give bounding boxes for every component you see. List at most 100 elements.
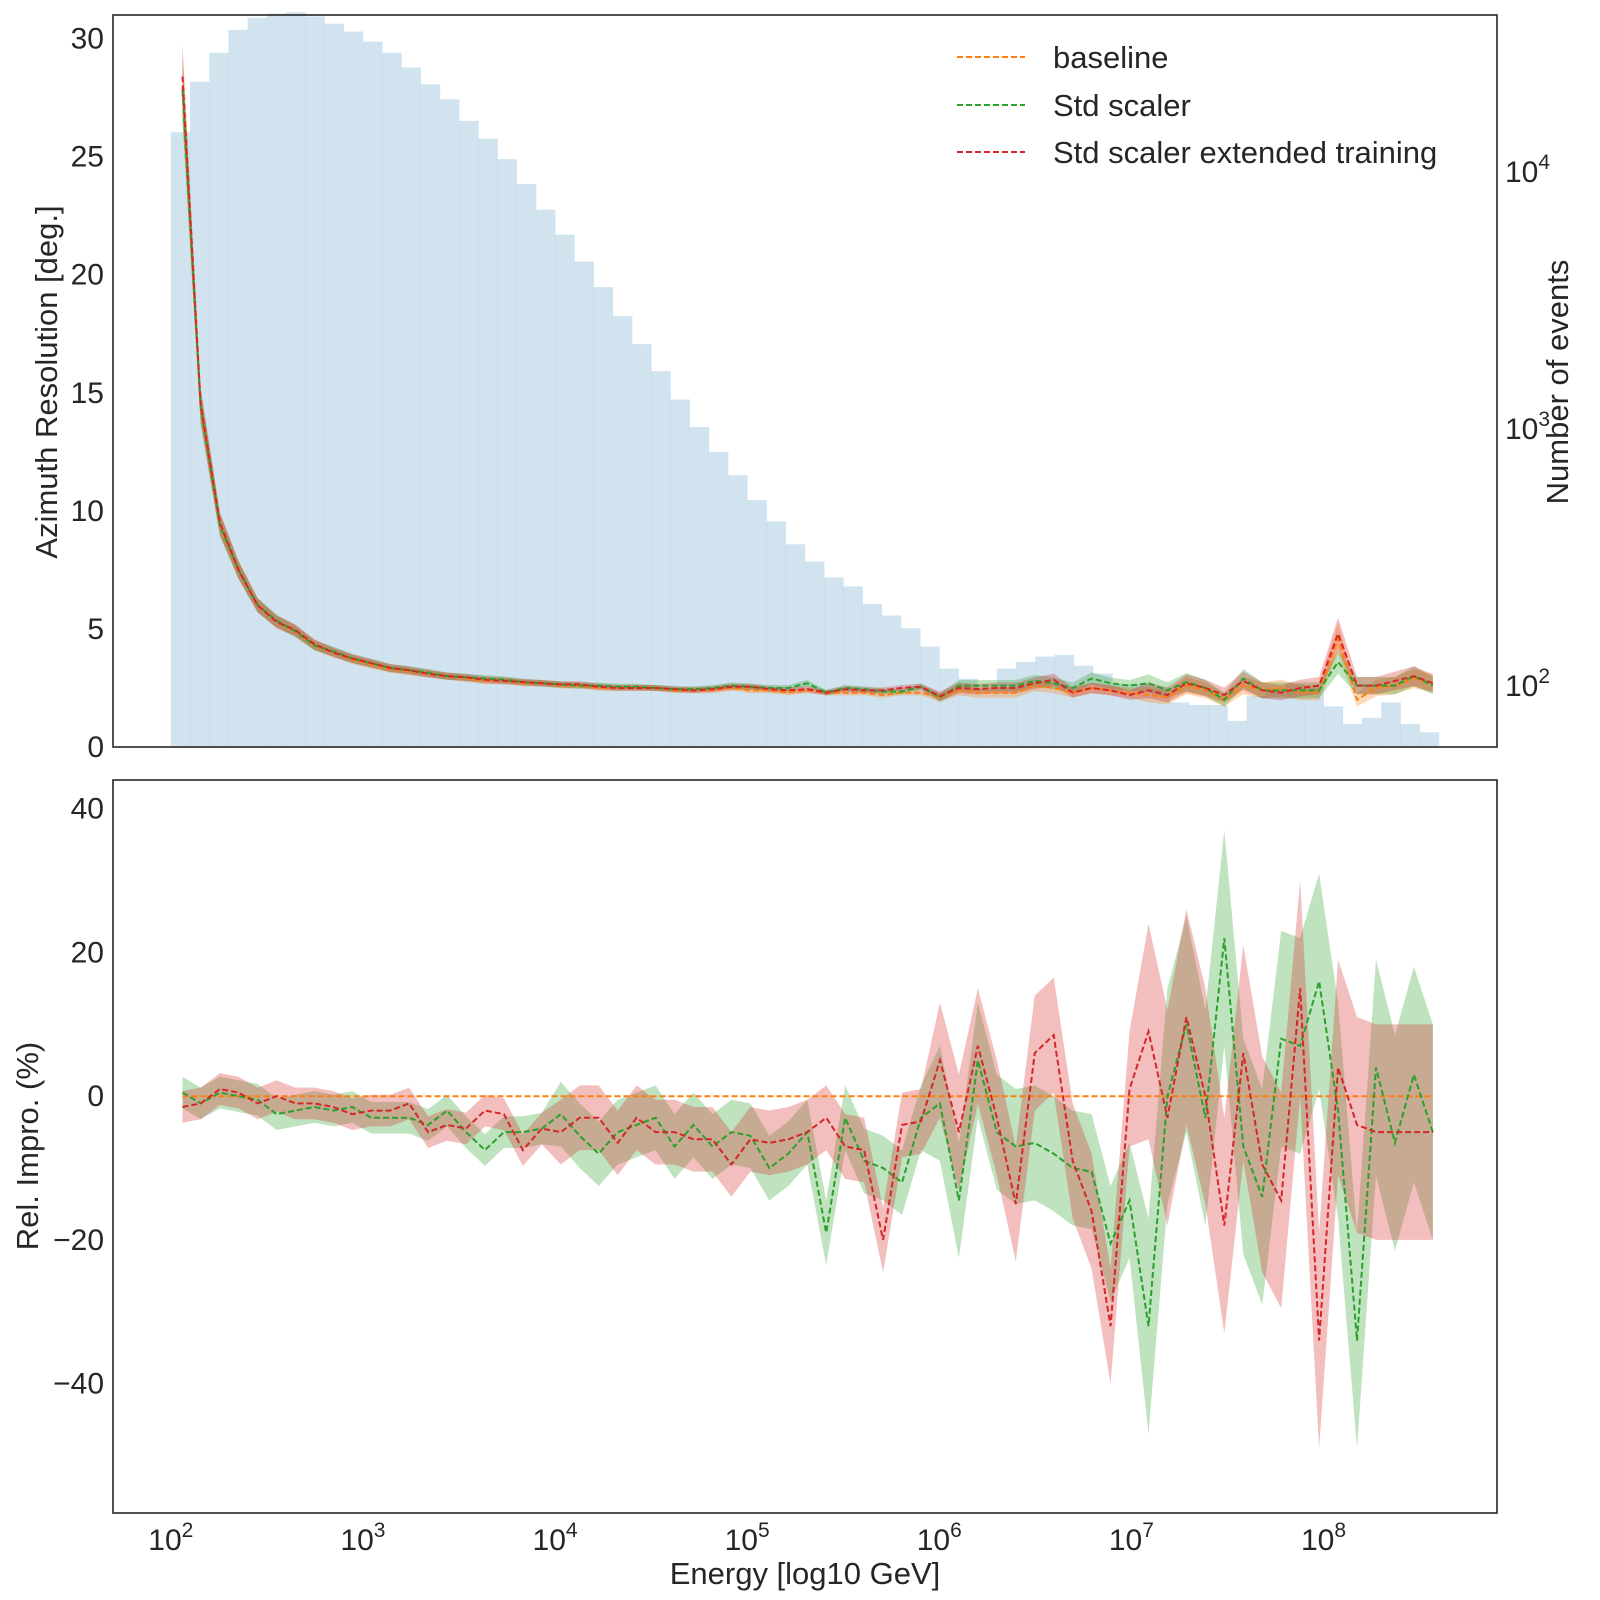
- histogram-bar: [1016, 662, 1036, 747]
- histogram-bar: [631, 344, 652, 747]
- histogram-bar: [1285, 684, 1305, 747]
- histogram-bar: [1073, 665, 1094, 747]
- histogram-bar: [1150, 686, 1171, 747]
- histogram-bar: [497, 159, 518, 747]
- histogram-bar: [228, 29, 249, 748]
- histogram-bar: [958, 678, 979, 747]
- histogram-bar: [1400, 724, 1420, 747]
- bottom-y-tick-label: 0: [87, 1080, 104, 1113]
- top-y-tick-label: 25: [71, 141, 104, 174]
- histogram-bar: [1342, 724, 1363, 747]
- histogram-bar: [708, 451, 729, 747]
- histogram-bar: [804, 561, 825, 747]
- bottom-line-ext: [182, 988, 1433, 1341]
- histogram-bar: [247, 17, 268, 747]
- histogram-bar: [190, 81, 210, 748]
- top-panel: 0 5 10 15 20 25 30 102 103 104 Azimuth Resolutio…: [29, 12, 1575, 764]
- histogram-bar: [977, 689, 998, 747]
- top-plot-frame: [112, 14, 1498, 748]
- histogram-bar: [459, 120, 479, 748]
- histogram-bar: [785, 544, 806, 747]
- x-tick-label: 108: [1301, 1519, 1346, 1557]
- histogram-bar: [209, 52, 229, 748]
- histogram-bar: [670, 399, 690, 747]
- histogram-bar: [920, 646, 940, 747]
- top-line-baseline: [181, 85, 1434, 702]
- histogram-bar: [1208, 705, 1228, 747]
- histogram-bar: [1169, 702, 1190, 747]
- top-y-tick-label: 0: [87, 731, 104, 764]
- bottom-y-ticks: −40 −20 0 20 40: [53, 793, 104, 1401]
- bottom-plot-frame: [112, 779, 1498, 1514]
- right-y-ticks: 102 103 104: [1505, 151, 1550, 703]
- histogram-bar: [420, 84, 441, 748]
- histogram-bar: [1323, 706, 1344, 747]
- histogram-bar: [555, 234, 575, 747]
- histogram-bar: [305, 16, 325, 748]
- histogram-bar: [362, 41, 383, 748]
- histogram-bar: [1361, 717, 1382, 747]
- histogram-bar: [401, 67, 421, 747]
- x-axis-label: Energy [log10 GeV]: [670, 1556, 941, 1591]
- histogram-bar: [766, 521, 786, 747]
- histogram-bar: [324, 23, 345, 747]
- x-tick-label: 102: [148, 1519, 193, 1557]
- legend-label-std-scaler: Std scaler: [1053, 88, 1191, 123]
- histogram-bar: [1054, 654, 1075, 747]
- top-y-axis-label: Azimuth Resolution [deg.]: [29, 205, 64, 558]
- histogram-bar: [593, 287, 614, 747]
- histogram-bar: [1265, 689, 1286, 747]
- top-y-tick-label: 20: [71, 259, 104, 292]
- histogram-bar: [1112, 684, 1132, 747]
- top-y-tick-label: 5: [87, 613, 104, 646]
- histogram-bar: [612, 316, 633, 747]
- top-series-lines: [181, 76, 1434, 702]
- top-line-std: [181, 90, 1434, 702]
- x-ticks: 102 103 104 105 106 107 108: [148, 1519, 1346, 1557]
- x-tick-label: 104: [533, 1519, 578, 1557]
- histogram-bar: [1092, 673, 1113, 747]
- top-y-tick-label: 15: [71, 377, 104, 410]
- histogram-bar: [478, 138, 498, 747]
- histogram-bar: [939, 668, 959, 747]
- bottom-y-tick-label: −40: [53, 1368, 104, 1401]
- histogram-bar: [1131, 684, 1152, 747]
- top-y-tick-label: 30: [71, 23, 104, 56]
- event-count-histogram: [170, 12, 1440, 748]
- top-band-ext: [182, 42, 1433, 703]
- legend: baseline Std scaler Std scaler extended …: [957, 40, 1437, 170]
- histogram-bar: [824, 577, 844, 747]
- histogram-bar: [1246, 695, 1267, 747]
- histogram-bar: [343, 31, 364, 747]
- histogram-bar: [266, 13, 287, 747]
- bottom-y-axis-label: Rel. Impro. (%): [10, 1042, 45, 1250]
- histogram-bar: [1189, 705, 1209, 747]
- histogram-bar: [170, 132, 191, 748]
- histogram-bar: [382, 52, 402, 748]
- histogram-bar: [535, 209, 556, 747]
- histogram-bar: [1304, 687, 1324, 747]
- histogram-bar: [439, 99, 460, 747]
- histogram-bar: [574, 261, 594, 747]
- legend-label-extended-training: Std scaler extended training: [1053, 135, 1437, 170]
- bottom-y-tick-label: 40: [71, 793, 104, 826]
- x-tick-label: 107: [1109, 1519, 1154, 1557]
- histogram-bar: [881, 615, 902, 747]
- right-y-tick-label: 104: [1505, 151, 1550, 189]
- histogram-bar: [1381, 702, 1401, 747]
- histogram-bar: [1035, 656, 1055, 747]
- bottom-y-tick-label: 20: [71, 936, 104, 969]
- histogram-bar: [1419, 732, 1440, 747]
- histogram-bar: [516, 184, 537, 747]
- histogram-bar: [286, 12, 306, 748]
- histogram-bar: [843, 586, 863, 747]
- bottom-panel: −40 −20 0 20 40 102 103 104 105 106 107 108 Rel. I…: [10, 779, 1498, 1591]
- top-y-ticks: 0 5 10 15 20 25 30: [71, 23, 104, 764]
- x-tick-label: 103: [340, 1519, 385, 1557]
- x-tick-label: 105: [725, 1519, 770, 1557]
- top-line-ext: [181, 76, 1434, 698]
- histogram-bar: [651, 371, 671, 747]
- bottom-y-tick-label: −20: [53, 1224, 104, 1257]
- right-y-tick-label: 102: [1505, 665, 1550, 703]
